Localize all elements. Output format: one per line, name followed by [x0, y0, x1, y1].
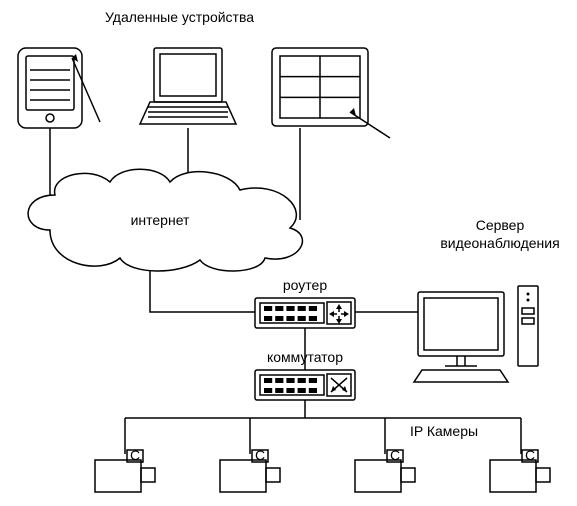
svg-text:C: C	[390, 447, 400, 463]
server-workstation	[414, 286, 538, 382]
svg-text:Удаленные устройства: Удаленные устройства	[105, 9, 254, 25]
svg-text:C: C	[130, 447, 140, 463]
svg-text:C: C	[525, 447, 535, 463]
svg-text:коммутатор: коммутатор	[267, 349, 343, 365]
svg-text:Сервер: Сервер	[476, 217, 525, 233]
laptop-device	[140, 48, 236, 124]
router-device	[255, 298, 355, 328]
internet-cloud: интернет	[28, 169, 302, 271]
svg-text:роутер: роутер	[283, 277, 327, 293]
svg-text:C: C	[255, 447, 265, 463]
switch-device	[255, 370, 355, 400]
svg-text:видеонаблюдения: видеонаблюдения	[440, 235, 559, 251]
svg-text:интернет: интернет	[131, 212, 190, 228]
svg-text:IP Камеры: IP Камеры	[410, 423, 478, 439]
tablet-device	[18, 48, 100, 128]
drawing-tablet	[272, 48, 390, 138]
ip-camera: C	[490, 447, 550, 492]
